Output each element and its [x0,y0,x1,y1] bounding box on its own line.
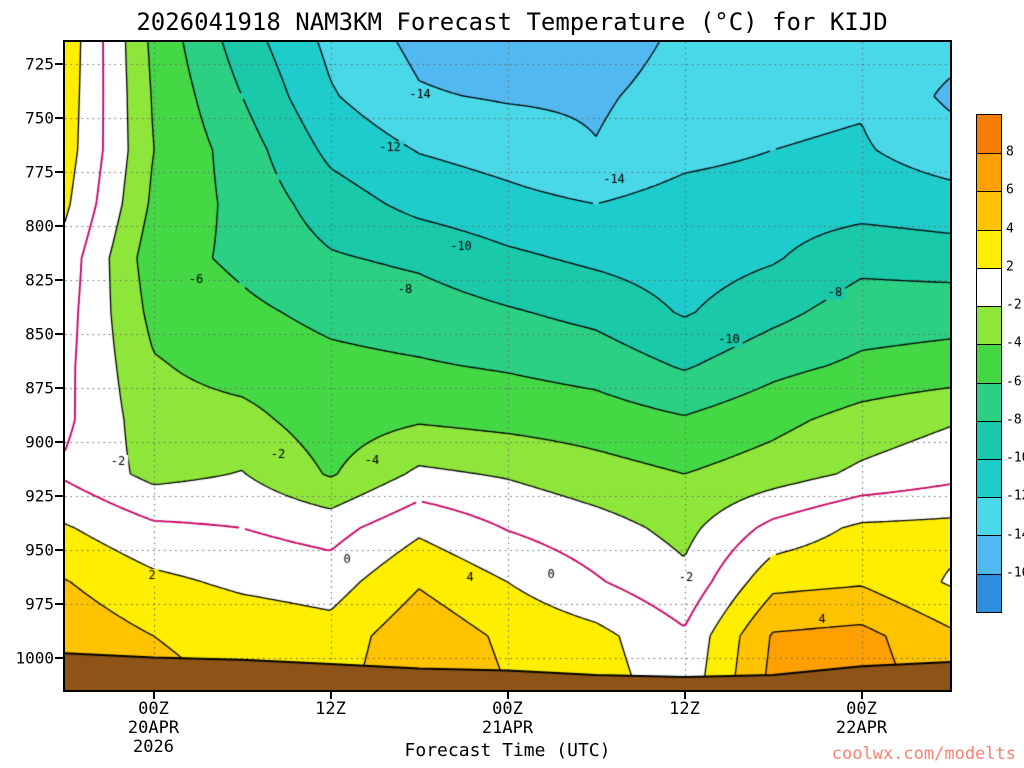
x-tick-mark [329,692,332,699]
colorbar-segment [977,420,1001,459]
y-tick-label: 775 [25,162,54,182]
y-tick-label: 825 [25,270,54,290]
y-tick-label: 750 [25,108,54,128]
colorbar-label: -2 [1006,297,1022,313]
y-tick-mark [55,386,63,389]
x-tick-mark [683,692,686,699]
y-tick-label: 1000 [15,648,54,668]
colorbar-segment [977,458,1001,498]
colorbar-segment [977,229,1001,268]
y-tick-mark [55,494,63,497]
colorbar [976,114,1002,613]
contour-plot-canvas [65,42,950,690]
y-tick-label: 800 [25,216,54,236]
y-tick-mark [55,656,63,659]
x-tick-mark [860,692,863,699]
colorbar-segment [977,153,1001,192]
colorbar-segment [977,344,1001,383]
colorbar-label: 2 [1006,259,1014,275]
watermark-text: coolwx.com/modelts [831,744,1016,764]
y-tick-mark [55,440,63,443]
x-tick-label: 00Z 21APR [481,699,534,738]
colorbar-segment [977,535,1001,574]
colorbar-segment [977,306,1001,345]
x-tick-label: 12Z [315,699,346,719]
y-tick-label: 850 [25,324,54,344]
x-tick-label: 00Z 22APR [835,699,888,738]
x-tick-mark [506,692,509,699]
colorbar-segment [977,573,1001,612]
colorbar-label: -8 [1006,412,1022,428]
y-tick-mark [55,548,63,551]
y-tick-label: 725 [25,54,54,74]
y-tick-label: 900 [25,432,54,452]
colorbar-label: 4 [1006,221,1014,237]
y-tick-mark [55,116,63,119]
colorbar-segment [977,267,1001,307]
colorbar-segment [977,191,1001,230]
colorbar-label: 6 [1006,182,1014,198]
y-tick-label: 925 [25,486,54,506]
colorbar-label: -14 [1006,527,1024,543]
x-tick-label: 00Z 20APR 2026 [127,699,180,757]
y-tick-label: 950 [25,540,54,560]
x-tick-mark [152,692,155,699]
colorbar-label: -12 [1006,488,1024,504]
y-tick-mark [55,62,63,65]
y-tick-mark [55,278,63,281]
colorbar-segment [977,115,1001,154]
colorbar-label: -6 [1006,374,1022,390]
chart-title: 2026041918 NAM3KM Forecast Temperature (… [136,8,888,36]
y-tick-mark [55,224,63,227]
x-tick-label: 12Z [669,699,700,719]
y-tick-mark [55,602,63,605]
colorbar-segment [977,382,1001,421]
y-tick-label: 875 [25,378,54,398]
colorbar-label: -16 [1006,565,1024,581]
y-tick-mark [55,332,63,335]
y-tick-label: 975 [25,594,54,614]
colorbar-label: 8 [1006,144,1014,160]
x-axis-title: Forecast Time (UTC) [404,740,611,761]
y-tick-mark [55,170,63,173]
colorbar-label: -4 [1006,335,1022,351]
colorbar-segment [977,497,1001,536]
colorbar-label: -10 [1006,450,1024,466]
